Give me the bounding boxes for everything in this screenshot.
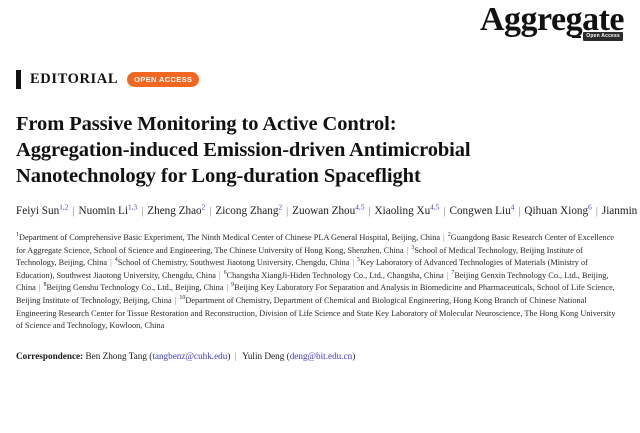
author-separator: | [443, 206, 446, 217]
affiliation-separator: | [446, 270, 449, 280]
author-name[interactable]: Xiaoling Xu4,5 [374, 203, 440, 217]
author-affiliation-marker: 4,5 [355, 203, 365, 212]
author-name[interactable]: Congwen Liu4 [449, 203, 515, 217]
affiliation-text: Guangdong Basic Research Center of Excel… [16, 233, 615, 255]
author-name[interactable]: Nuomin Li1,3 [78, 203, 138, 217]
affiliation-number: 2 [447, 232, 451, 239]
author-affiliation-marker: 6 [588, 203, 592, 212]
logo-open-access-mark: Open Access [583, 32, 623, 41]
author-separator: | [595, 206, 598, 217]
journal-logo-underrow: Open Access [480, 32, 624, 41]
article-type-row: EDITORIAL OPEN ACCESS [16, 69, 624, 89]
affiliation-separator: | [406, 245, 409, 255]
correspondence-author-name: Yulin Deng ( [240, 350, 290, 361]
affiliation-text: Department of Comprehensive Basic Experi… [19, 233, 441, 242]
author-separator: | [286, 206, 289, 217]
affiliation-separator: | [443, 233, 445, 242]
author-separator: | [209, 206, 212, 217]
author-name[interactable]: Qihuan Xiong6 [524, 203, 592, 217]
affiliation-separator: | [174, 295, 177, 305]
affiliation-number: 1 [16, 232, 19, 239]
affiliation-text: Changsha XiangJi-Hiden Technology Co., L… [226, 270, 444, 280]
correspondence-paren: ) [227, 350, 231, 361]
affiliation-number: 6 [223, 270, 227, 277]
affiliation-text: Beijing Key Laboratory For Separation an… [16, 283, 615, 305]
author-name[interactable]: Zicong Zhang2 [215, 203, 283, 217]
article-title: From Passive Monitoring to Active Contro… [16, 113, 471, 187]
affiliation-text: Beijing Genshu Technology Co., Ltd., Bei… [46, 283, 224, 293]
author-affiliation-marker: 4,5 [430, 203, 440, 212]
masthead: Aggregate Open Access [16, 0, 625, 50]
author-name[interactable]: Zuowan Zhou4,5 [292, 203, 365, 217]
affiliation-separator: | [218, 270, 221, 280]
affiliation-separator: | [352, 258, 355, 268]
correspondence-label: Correspondence: [16, 350, 84, 361]
author-affiliation-marker: 1,3 [127, 203, 138, 212]
affiliation-number: 10 [179, 295, 186, 302]
affiliation-separator: | [226, 283, 229, 293]
affiliation-text: School of Chemistry, Southwest Jiaotong … [117, 258, 350, 268]
author-name[interactable]: Jianmin Tang6 [601, 205, 640, 217]
author-separator: | [518, 206, 521, 217]
author-affiliation-marker: 1,2 [59, 203, 69, 212]
affiliation-text: Department of Chemistry, Department of C… [16, 295, 616, 331]
affiliation-number: 9 [231, 282, 235, 289]
affiliation-separator: | [110, 258, 112, 268]
affiliation-number: 3 [411, 244, 415, 251]
correspondence-paren: ) [352, 350, 356, 361]
author-name[interactable]: Feiyi Sun1,2 [16, 203, 69, 217]
author-affiliation-marker: 4 [510, 203, 515, 212]
author-affiliation-marker: 2 [278, 203, 283, 212]
affiliation-text: Beijing Genxin Technology Co., Ltd., Bei… [16, 270, 609, 293]
affiliation-text: School of Medical Technology, Beijing In… [16, 245, 583, 268]
logo-dash-icon [572, 35, 582, 38]
author-separator: | [72, 206, 75, 217]
article-type-bar-icon [16, 69, 21, 89]
author-separator: | [368, 206, 371, 217]
correspondence-author-name: Ben Zhong Tang ( [85, 350, 153, 361]
correspondence-email-link[interactable]: tangbenz@cuhk.edu [152, 350, 228, 361]
author-separator: | [141, 206, 144, 217]
affiliation-number: 8 [43, 282, 47, 289]
affiliation-number: 4 [114, 257, 118, 264]
author-name[interactable]: Zheng Zhao2 [147, 203, 206, 217]
correspondence-separator: | [234, 350, 237, 361]
author-list: Feiyi Sun1,2 | Nuomin Li1,3 | Zheng Zhao2 | Zi… [16, 203, 640, 220]
author-affiliation-marker: 2 [201, 203, 206, 212]
correspondence-contacts: Ben Zhong Tang (tangbenz@cuhk.edu) | Yuli… [86, 351, 356, 361]
affiliation-text: Key Laboratory of Advanced Technologies … [16, 258, 588, 280]
journal-name: Aggregate [479, 1, 625, 38]
article-type-label: EDITORIAL [30, 70, 119, 87]
affiliation-separator: | [38, 283, 41, 293]
affiliation-list: 1Department of Comprehensive Basic Exper… [16, 232, 624, 333]
correspondence-email-link[interactable]: deng@bit.edu.cn [289, 350, 353, 361]
open-access-badge[interactable]: OPEN ACCESS [127, 71, 200, 87]
correspondence-line: Correspondence: Ben Zhong Tang (tangbenz… [16, 350, 624, 363]
affiliation-number: 5 [357, 257, 361, 264]
journal-logo[interactable]: Aggregate Open Access [479, 1, 625, 41]
affiliation-number: 7 [451, 270, 455, 277]
